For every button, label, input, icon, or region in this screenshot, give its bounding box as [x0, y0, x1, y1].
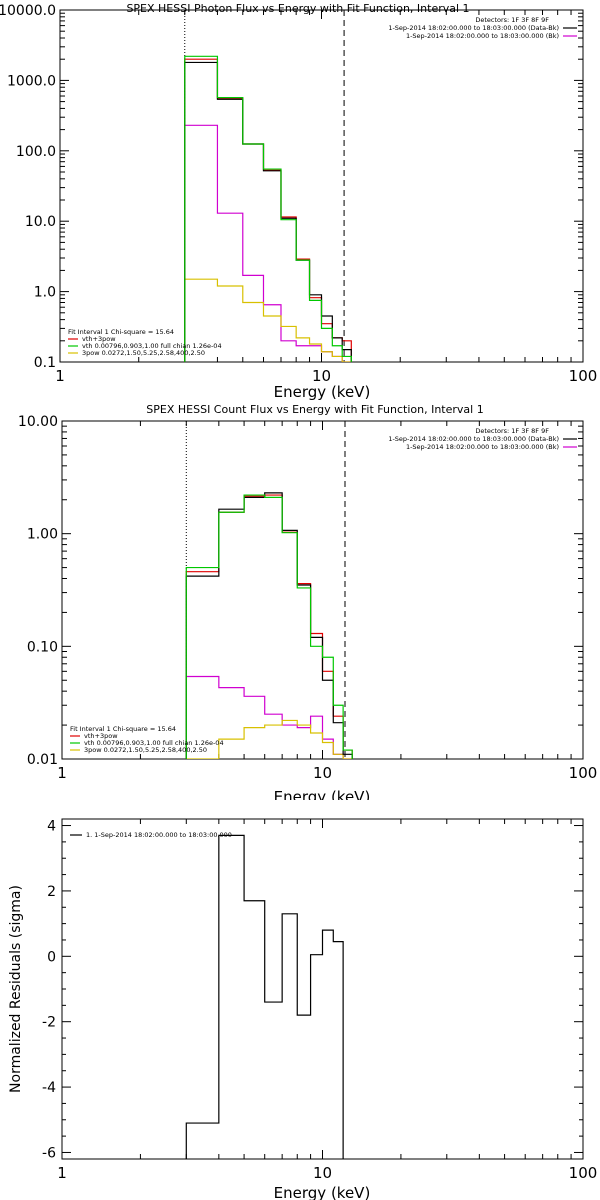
x-axis-label: Energy (keV) — [274, 383, 371, 400]
fit-legend-label: 3pow 0.0272,1.50,5.25,2.58,400,2.50 — [82, 349, 205, 357]
plot-frame — [61, 420, 584, 760]
y-tick-label: 1000.0 — [7, 73, 56, 89]
data-series-group — [185, 492, 353, 759]
y-tick-label: -6 — [42, 1145, 56, 1161]
series-line-residuals — [185, 834, 344, 1159]
series-line-bk — [184, 124, 352, 362]
y-tick-label: 100.0 — [16, 144, 56, 160]
y-tick-label: -2 — [42, 1015, 56, 1031]
photon-flux-chart: SPEX HESSI Photon Flux vs Energy with Fi… — [0, 2, 598, 400]
y-tick-label: 10000.0 — [0, 3, 56, 19]
series-line-3pow — [186, 719, 353, 759]
y-tick-label: 1.0 — [34, 285, 56, 301]
y-tick-label: -4 — [42, 1080, 56, 1096]
residuals-chart: 1 10 100 -6 -4 -2 0 2 4 Energy (keV) Normalized Re… — [8, 818, 598, 1200]
fit-legend-header: Fit Interval 1 Chi-square = 15.64 — [68, 328, 174, 336]
series-line-3pow — [184, 278, 352, 362]
y-tick-label: 0.01 — [27, 752, 58, 768]
series-line-vth — [185, 494, 353, 759]
x-tick-label: 10 — [312, 367, 331, 385]
fit-legend-header: Fit Interval 1 Chi-square = 15.64 — [70, 725, 176, 733]
x-tick-label: 10 — [313, 764, 332, 782]
fit-legend-label: 3pow 0.0272,1.50,5.25,2.58,400,2.50 — [84, 746, 207, 754]
y-tick-label: 10.00 — [18, 414, 58, 430]
fit-legend-label: vth 0.00796,0.903,1.00 full chian 1.26e-… — [84, 739, 224, 747]
y-tick-label: 0.1 — [34, 355, 56, 371]
y-tick-label: 4 — [47, 819, 56, 835]
x-tick-label: 1 — [57, 1164, 67, 1182]
x-tick-label: 1 — [55, 367, 65, 385]
chart-title: SPEX HESSI Photon Flux vs Energy with Fi… — [126, 2, 469, 15]
legend-entry-label: 1-Sep-2014 18:02:00.000 to 18:03:00.000 … — [406, 32, 559, 40]
legend-header: Detectors: 1F 3F 8F 9F — [475, 16, 549, 24]
fit-legend-label: vth 0.00796,0.903,1.00 full chian 1.26e-… — [82, 342, 222, 350]
x-axis-label: Energy (keV) — [274, 1184, 371, 1200]
series-line-vth-3pow — [185, 494, 353, 759]
legend-header: Detectors: 1F 3F 8F 9F — [475, 427, 549, 435]
series-line-data-bk — [184, 61, 352, 362]
legend-entry-label: 1-Sep-2014 18:02:00.000 to 18:03:00.000 … — [388, 435, 559, 443]
fit-legend-label: vth+3pow — [82, 335, 116, 343]
y-tick-label: 2 — [47, 884, 56, 900]
series-line-data-bk — [185, 492, 353, 759]
plot-frame — [61, 818, 584, 1160]
count-flux-chart: SPEX HESSI Count Flux vs Energy with Fit… — [18, 403, 598, 800]
y-tick-label: 10.0 — [25, 214, 56, 230]
y-axis-label: Normalized Residuals (sigma) — [8, 885, 24, 1093]
y-tick-label: 1.00 — [27, 527, 58, 543]
series-line-vth — [184, 55, 352, 362]
x-tick-label: 100 — [569, 1164, 598, 1182]
data-series-group — [185, 834, 344, 1159]
x-tick-label: 1 — [57, 764, 67, 782]
y-tick-label: 0 — [47, 949, 56, 965]
legend-entry-label: 1-Sep-2014 18:02:00.000 to 18:03:00.000 … — [388, 24, 559, 32]
x-axis-label: Energy (keV) — [274, 788, 371, 800]
x-tick-label: 100 — [569, 367, 598, 385]
x-tick-label: 100 — [569, 764, 598, 782]
x-tick-label: 10 — [313, 1164, 332, 1182]
y-tick-label: 0.10 — [27, 639, 58, 655]
chart-title: SPEX HESSI Count Flux vs Energy with Fit… — [146, 403, 483, 416]
legend-entry-label: 1-Sep-2014 18:02:00.000 to 18:03:00.000 … — [406, 443, 559, 451]
fit-legend-label: vth+3pow — [84, 732, 118, 740]
legend-entry-label: 1. 1-Sep-2014 18:02:00.000 to 18:03:00.0… — [86, 831, 232, 839]
data-series-group — [184, 55, 352, 362]
